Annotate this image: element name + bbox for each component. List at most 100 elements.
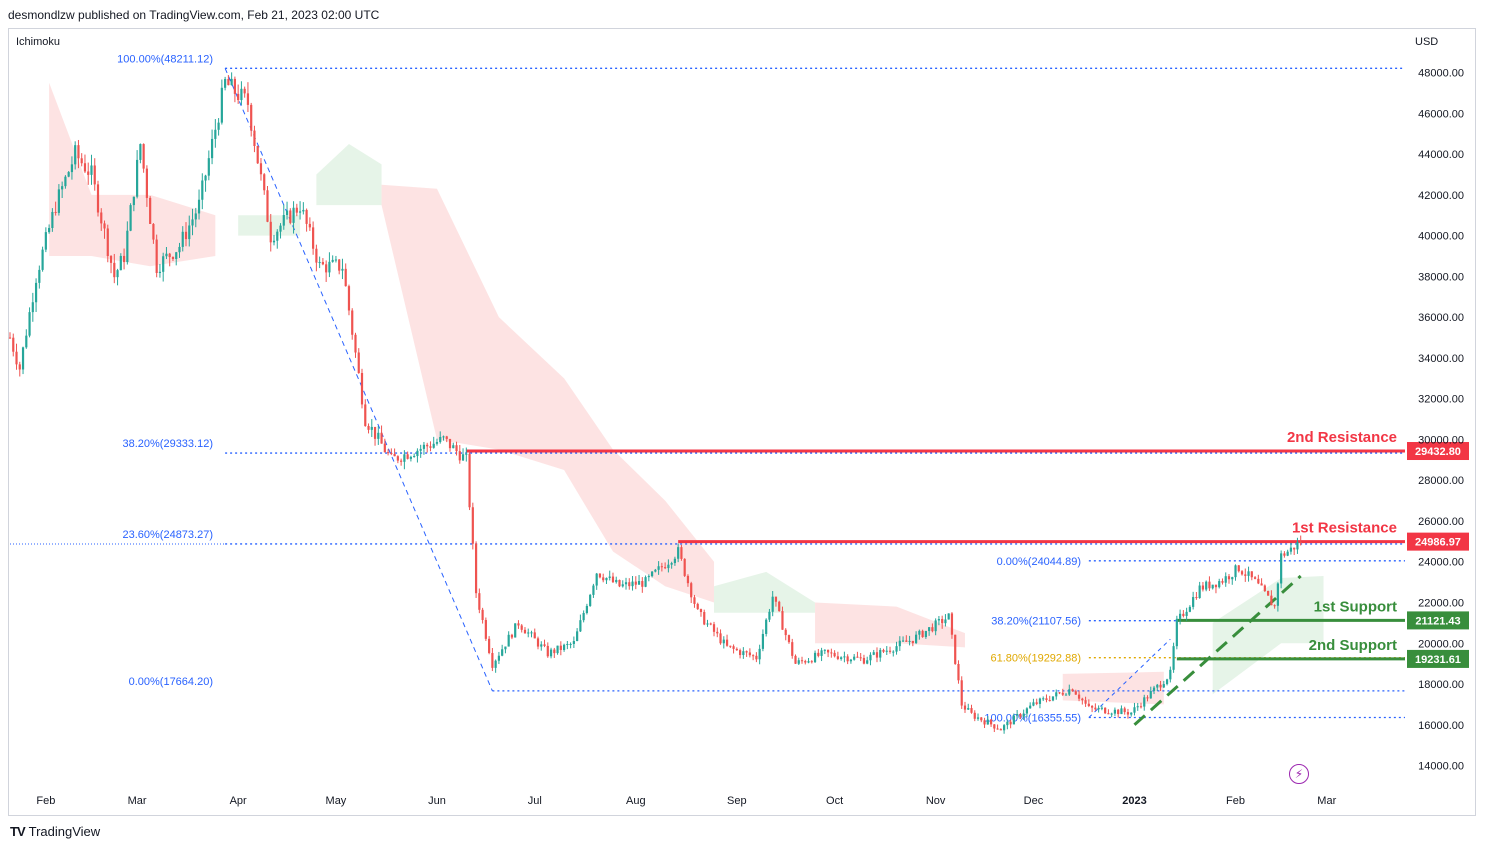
candle-body (898, 640, 901, 647)
candle-body (882, 649, 885, 652)
candle-body (1205, 581, 1208, 590)
candle-body (28, 312, 31, 336)
ichimoku-cloud (49, 82, 1324, 705)
candle-body (862, 657, 866, 664)
lightning-icon[interactable]: ⚡ (1289, 764, 1309, 784)
candle-body (191, 219, 194, 226)
candle-body (204, 175, 207, 181)
candle-body (386, 452, 390, 454)
candle-body (650, 571, 654, 577)
cloud-bear-segment (1062, 671, 1164, 705)
candle-body (259, 163, 263, 175)
candle-body (670, 563, 673, 565)
candle-body (1064, 694, 1068, 696)
candle-body (269, 221, 272, 243)
y-tick-label: 46000.00 (1418, 108, 1464, 120)
candle-body (158, 271, 162, 273)
candle-body (325, 264, 328, 273)
candle-body (1162, 684, 1165, 688)
candle-body (1188, 606, 1191, 612)
cloud-bear-segment (815, 602, 965, 648)
x-tick-label: 2023 (1122, 795, 1146, 807)
candle-body (93, 165, 96, 185)
y-tick-label: 24000.00 (1418, 557, 1464, 569)
fib-level-label: 100.00%(48211.12) (117, 53, 213, 65)
y-tick-label: 42000.00 (1418, 190, 1464, 202)
candle-body (403, 454, 406, 462)
candle-body (12, 337, 15, 352)
candle-body (859, 657, 862, 659)
candle-body (719, 633, 722, 644)
candle-body (732, 646, 735, 649)
candle-body (914, 634, 918, 644)
candle-body (523, 629, 527, 634)
candle-body (1068, 689, 1071, 695)
candle-body (996, 728, 999, 730)
candle-body (181, 231, 184, 247)
candle-body (338, 259, 341, 271)
candle-body (41, 249, 44, 270)
candle-body (709, 623, 712, 625)
candle-body (201, 180, 204, 200)
y-tick-label: 16000.00 (1418, 720, 1464, 732)
candle-body (1087, 703, 1090, 706)
candle-body (1146, 697, 1149, 699)
x-tick-label: May (326, 795, 347, 807)
candle-body (608, 576, 611, 578)
candle-body (442, 436, 445, 438)
candle-body (504, 646, 507, 650)
candle-body (302, 209, 305, 212)
candle-body (716, 631, 719, 634)
indicator-label-ichimoku[interactable]: Ichimoku (16, 36, 61, 48)
candle-body (1149, 691, 1152, 699)
candle-body (432, 443, 435, 448)
candle-body (690, 583, 693, 598)
candle-body (686, 575, 690, 584)
candle-body (390, 453, 393, 455)
candle-body (139, 144, 142, 160)
candle-body (18, 364, 21, 370)
candle-body (722, 639, 725, 644)
candle-body (87, 171, 90, 175)
candle-body (628, 582, 631, 587)
candle-body (1045, 698, 1048, 701)
candle-body (116, 270, 119, 278)
fib-level-label: 100.00%(16355.55) (984, 713, 1081, 725)
candle-body (677, 547, 680, 559)
chart-frame (8, 28, 1476, 816)
candle-body (1061, 692, 1064, 695)
price-tag-label: 24986.97 (1415, 537, 1461, 549)
candle-body (1192, 597, 1195, 607)
candle-body (869, 654, 872, 661)
candle-body (318, 262, 321, 264)
candle-body (514, 623, 517, 638)
candle-body (1211, 584, 1214, 589)
uptrend-line (1133, 574, 1302, 726)
candle-body (1224, 576, 1227, 583)
candle-body (817, 652, 820, 656)
candle-body (1032, 702, 1035, 706)
candle-body (344, 268, 347, 287)
fib-level-label: 61.80%(19292.88) (990, 653, 1081, 665)
y-tick-label: 28000.00 (1418, 475, 1464, 487)
candle-body (230, 78, 233, 86)
candle-body (188, 225, 191, 240)
candle-body (377, 432, 380, 439)
candle-body (810, 661, 813, 663)
candle-body (455, 445, 458, 452)
candle-body (836, 656, 839, 659)
candle-body (856, 656, 859, 658)
candle-body (145, 168, 148, 198)
candle-body (461, 454, 465, 461)
candle-body (491, 652, 494, 668)
candle-body (452, 445, 455, 449)
candle-body (478, 593, 481, 610)
candle-body (400, 460, 403, 462)
cloud-bear-segment (49, 82, 216, 267)
candle-body (758, 648, 761, 660)
candle-body (1286, 551, 1289, 556)
level-name: 1st Resistance (1292, 520, 1397, 537)
candle-body (872, 652, 875, 655)
candle-body (109, 256, 113, 263)
